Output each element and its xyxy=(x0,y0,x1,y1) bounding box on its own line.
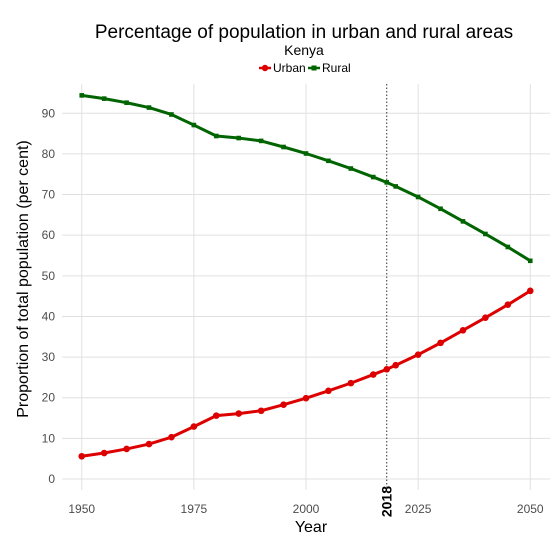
data-point-rural xyxy=(483,231,488,237)
x-tick-label: 2025 xyxy=(405,502,432,516)
annotation-label: 2018 xyxy=(379,486,395,517)
legend-marker-rural xyxy=(311,65,317,71)
x-tick-label: 2000 xyxy=(293,502,320,516)
legend-label-urban: Urban xyxy=(273,61,306,75)
data-point-rural xyxy=(79,93,85,98)
chart-title: Percentage of population in urban and ru… xyxy=(95,22,513,43)
legend-item-rural: Rural xyxy=(308,61,351,75)
data-point-urban xyxy=(123,445,130,453)
data-point-urban xyxy=(78,452,86,460)
x-axis-ticks: 1950 1975 2000 2025 2050 xyxy=(68,502,544,516)
data-point-rural xyxy=(370,174,376,180)
x-tick-label: 1975 xyxy=(181,502,208,516)
data-point-urban xyxy=(302,394,310,402)
data-point-rural xyxy=(326,158,331,164)
data-point-urban xyxy=(280,401,287,408)
data-point-rural xyxy=(258,138,264,144)
x-tick-label: 2050 xyxy=(517,502,544,516)
data-point-rural xyxy=(213,133,219,139)
data-point-rural xyxy=(505,244,511,250)
data-point-urban xyxy=(504,301,512,308)
data-point-urban xyxy=(325,387,332,395)
data-point-urban xyxy=(414,351,422,358)
data-point-rural xyxy=(438,206,443,212)
legend-label-rural: Rural xyxy=(322,61,351,75)
data-point-rural xyxy=(191,122,197,128)
y-tick-label: 20 xyxy=(42,391,56,405)
series-layer xyxy=(78,93,534,460)
y-tick-label: 10 xyxy=(42,431,56,445)
y-tick-label: 30 xyxy=(42,350,56,364)
y-axis-title: Proportion of total population (per cent… xyxy=(15,140,32,418)
y-tick-label: 40 xyxy=(42,309,56,323)
data-point-rural xyxy=(384,180,390,185)
data-point-rural xyxy=(124,100,129,105)
data-point-urban xyxy=(100,449,108,457)
data-point-urban xyxy=(145,440,153,448)
data-point-rural xyxy=(393,184,399,189)
data-point-rural xyxy=(281,144,286,150)
y-tick-label: 0 xyxy=(48,472,55,486)
y-axis-ticks: 0 10 20 30 40 50 60 70 80 90 xyxy=(42,106,56,486)
series-line-rural xyxy=(80,93,532,263)
data-point-rural xyxy=(101,96,107,101)
legend-item-urban: Urban xyxy=(259,61,306,75)
x-axis-title: Year xyxy=(295,519,328,536)
data-point-urban xyxy=(459,326,467,334)
data-point-rural xyxy=(527,258,533,264)
data-point-urban xyxy=(235,410,243,417)
y-tick-label: 60 xyxy=(42,228,56,242)
data-point-urban xyxy=(168,433,175,441)
data-point-urban xyxy=(369,371,377,378)
y-tick-label: 50 xyxy=(42,269,56,283)
data-point-urban xyxy=(257,407,265,415)
data-point-urban xyxy=(212,412,220,419)
gridlines xyxy=(62,84,550,490)
data-point-urban xyxy=(347,379,355,387)
data-point-rural xyxy=(236,135,242,141)
data-point-urban xyxy=(526,287,534,295)
data-point-rural xyxy=(169,112,174,117)
data-point-urban xyxy=(392,361,400,369)
chart-subtitle: Kenya xyxy=(284,42,324,58)
data-point-urban xyxy=(190,423,198,430)
annotation-layer: 2018 xyxy=(379,84,395,517)
y-tick-label: 70 xyxy=(42,188,56,202)
data-point-urban xyxy=(437,339,444,347)
data-point-rural xyxy=(460,219,466,224)
data-point-rural xyxy=(348,166,354,171)
data-point-rural xyxy=(146,105,152,110)
data-point-urban xyxy=(383,365,391,373)
x-tick-label: 1950 xyxy=(68,502,95,516)
data-point-urban xyxy=(482,314,489,321)
legend-marker-urban xyxy=(261,64,269,72)
y-tick-label: 80 xyxy=(42,147,56,161)
data-point-rural xyxy=(303,151,309,156)
data-point-rural xyxy=(415,194,421,200)
series-line-urban xyxy=(80,289,532,458)
y-tick-label: 90 xyxy=(42,106,56,120)
legend: Urban Rural xyxy=(259,61,351,75)
